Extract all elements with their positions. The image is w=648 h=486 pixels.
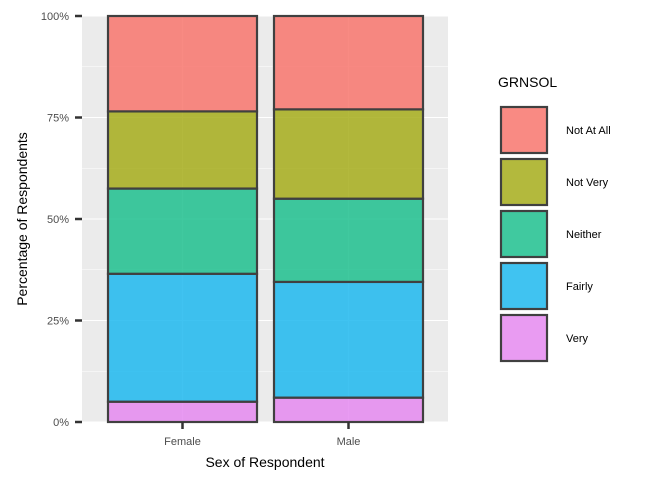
legend-title: GRNSOL: [498, 74, 557, 90]
x-axis-title: Sex of Respondent: [205, 454, 324, 470]
x-tick-label-male: Male: [337, 436, 361, 448]
bar-segment-male-fairly: [272, 280, 425, 399]
legend-key-fairly: [499, 261, 549, 311]
legend-key-neither: [499, 209, 549, 259]
y-tick-label: 25%: [47, 316, 69, 328]
y-tick-label: 75%: [47, 113, 69, 125]
legend-key-not-at-all: [499, 105, 549, 155]
bar-segment-female-very: [106, 400, 259, 424]
legend-key-not-very: [499, 157, 549, 207]
legend-label-not-very: Not Very: [566, 177, 609, 189]
bar-segment-female-fairly: [106, 272, 259, 403]
bar-segment-female-neither: [106, 187, 259, 275]
y-axis-title: Percentage of Respondents: [14, 132, 30, 306]
bar-segment-female-not-at-all: [106, 14, 259, 113]
bar-segment-male-not-at-all: [272, 14, 425, 111]
legend-label-neither: Neither: [566, 229, 602, 241]
bar-segment-male-very: [272, 396, 425, 424]
bars: [106, 14, 425, 424]
y-axis: 0% 25% 50% 75% 100%: [41, 11, 82, 429]
bar-segment-female-not-very: [106, 110, 259, 190]
legend-key-very: [499, 313, 549, 363]
legend-label-very: Very: [566, 333, 589, 345]
y-tick-label: 50%: [47, 214, 69, 226]
y-tick-label: 0%: [53, 417, 69, 429]
legend-label-not-at-all: Not At All: [566, 125, 611, 137]
legend-label-fairly: Fairly: [566, 281, 593, 293]
x-tick-label-female: Female: [164, 436, 201, 448]
legend: GRNSOL Not At All Not Very Neither Fairly Ve…: [498, 74, 611, 363]
x-axis: Female Male: [164, 422, 360, 448]
bar-segment-male-neither: [272, 197, 425, 284]
bar-segment-male-not-very: [272, 108, 425, 200]
y-tick-label: 100%: [41, 11, 69, 23]
